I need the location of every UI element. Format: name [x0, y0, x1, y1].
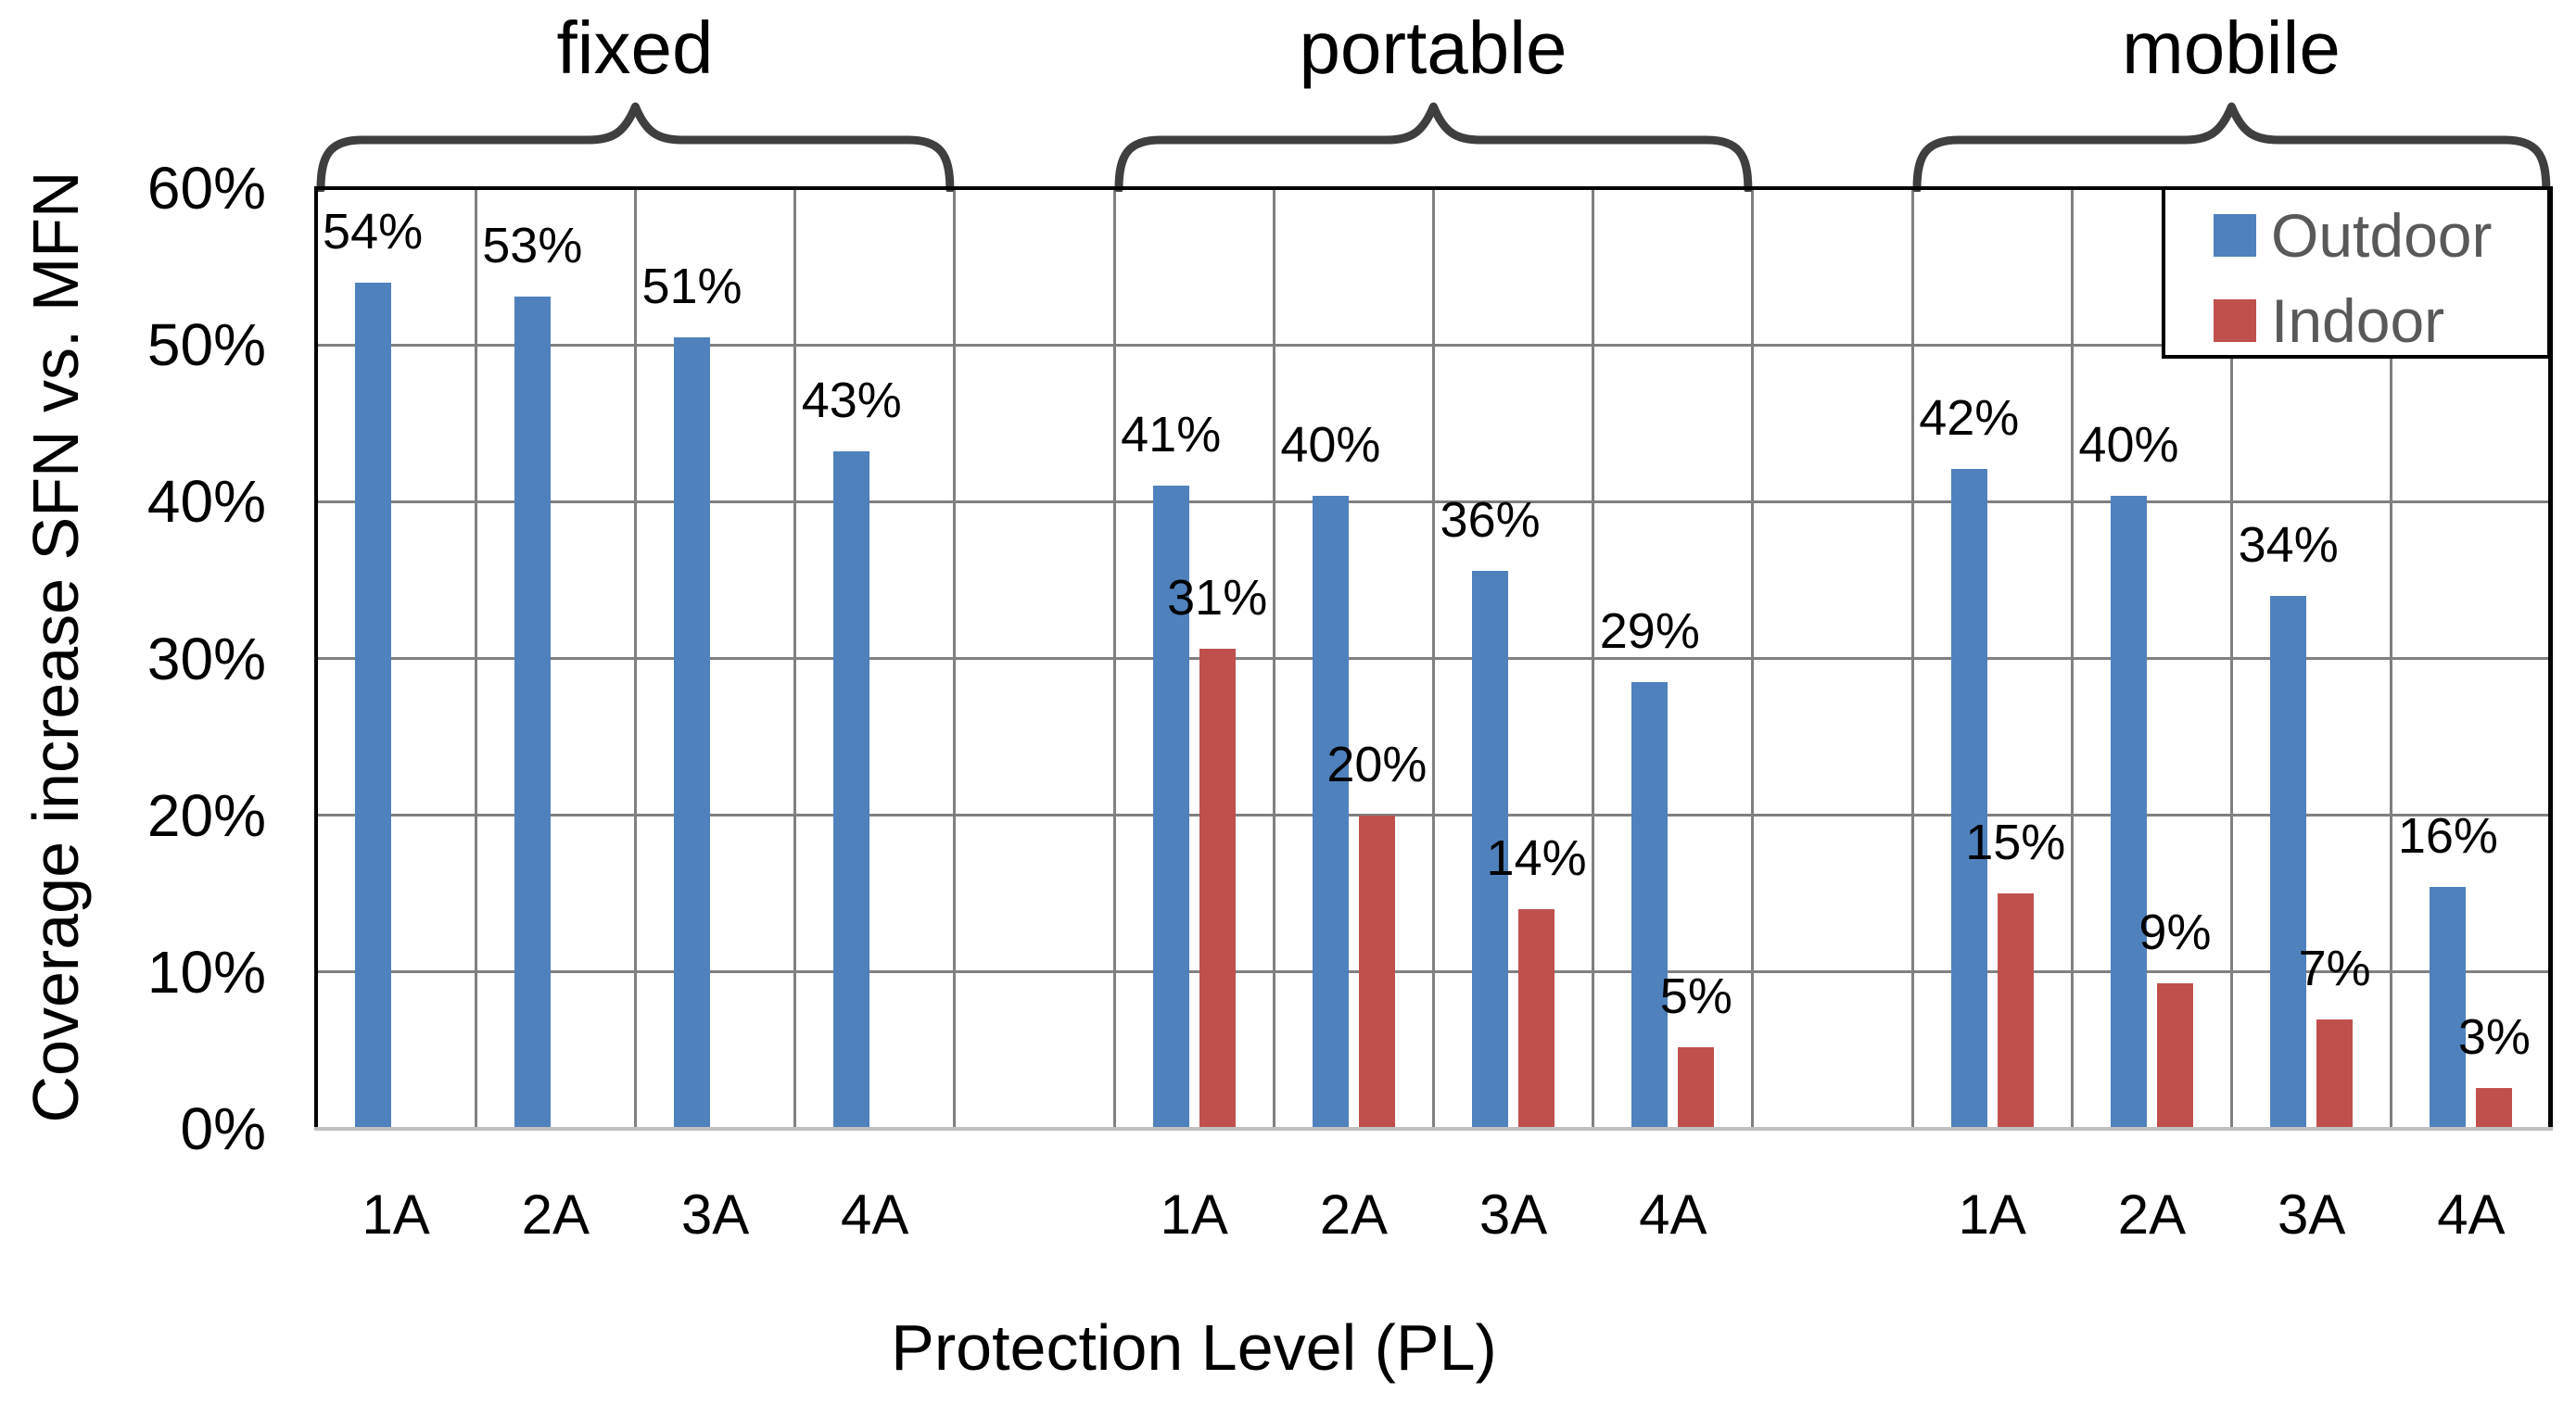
data-label-outdoor-portable-2A: 40%: [1280, 416, 1381, 473]
legend-item-outdoor: Outdoor: [2165, 203, 2547, 268]
x-axis-line: [314, 1127, 2553, 1131]
bar-outdoor-portable-1A: [1152, 486, 1189, 1129]
vertical-gridline: [1112, 188, 1116, 1129]
bar-outdoor-fixed-4A: [833, 451, 870, 1129]
bar-indoor-portable-3A: [1518, 909, 1555, 1129]
vertical-gridline: [2230, 188, 2234, 1129]
y-tick-label: 60%: [146, 155, 266, 222]
data-label-indoor-portable-1A: 31%: [1167, 570, 1268, 627]
group-label-fixed: fixed: [556, 6, 714, 89]
x-tick-label-portable-1A: 1A: [1160, 1183, 1228, 1246]
data-label-indoor-mobile-2A: 9%: [2138, 904, 2212, 960]
data-label-outdoor-fixed-3A: 51%: [641, 258, 742, 314]
bar-outdoor-portable-3A: [1472, 570, 1509, 1129]
bar-indoor-portable-4A: [1678, 1047, 1715, 1129]
bar-outdoor-fixed-2A: [514, 296, 551, 1129]
legend-label-outdoor: Outdoor: [2271, 201, 2493, 270]
x-tick-label-mobile-2A: 2A: [2117, 1183, 2187, 1246]
brace-mobile: [1912, 102, 2551, 192]
y-tick-label: 20%: [146, 781, 266, 849]
bar-outdoor-mobile-3A: [2270, 595, 2307, 1129]
legend-label-indoor: Indoor: [2271, 286, 2445, 355]
bar-outdoor-portable-2A: [1312, 495, 1349, 1129]
x-tick-label-mobile-1A: 1A: [1958, 1183, 2026, 1246]
vertical-gridline: [2390, 188, 2393, 1129]
legend-swatch-indoor: [2214, 299, 2256, 342]
vertical-gridline: [2070, 188, 2074, 1129]
vertical-gridline: [1432, 188, 1435, 1129]
group-label-portable: portable: [1299, 6, 1567, 89]
y-tick-label: 50%: [146, 311, 266, 379]
bar-outdoor-fixed-3A: [674, 336, 711, 1129]
y-tick-label: 0%: [180, 1095, 267, 1162]
data-label-outdoor-portable-4A: 29%: [1599, 602, 1700, 659]
data-label-outdoor-fixed-4A: 43%: [801, 373, 902, 429]
y-tick-label: 30%: [146, 625, 266, 692]
x-tick-label-fixed-1A: 1A: [362, 1183, 430, 1246]
x-tick-label-mobile-3A: 3A: [2277, 1183, 2346, 1246]
bar-outdoor-mobile-2A: [2110, 495, 2147, 1129]
vertical-gridline: [1592, 188, 1595, 1129]
y-axis-line: [314, 186, 318, 1131]
brace-portable: [1114, 102, 1753, 192]
x-tick-label-fixed-3A: 3A: [680, 1183, 750, 1246]
data-label-outdoor-fixed-1A: 54%: [323, 203, 424, 259]
x-tick-label-fixed-2A: 2A: [521, 1183, 590, 1246]
data-label-indoor-portable-2A: 20%: [1326, 736, 1428, 792]
data-label-outdoor-portable-1A: 41%: [1121, 407, 1222, 463]
bar-indoor-portable-1A: [1199, 649, 1236, 1129]
legend-swatch-outdoor: [2214, 214, 2256, 257]
plot-border-right: [2548, 186, 2553, 1131]
x-tick-label-portable-3A: 3A: [1478, 1183, 1548, 1246]
data-label-indoor-portable-4A: 5%: [1659, 968, 1732, 1025]
bar-outdoor-mobile-1A: [1950, 468, 1987, 1129]
y-tick-label: 40%: [146, 468, 266, 536]
vertical-gridline: [1272, 188, 1275, 1129]
x-tick-label-mobile-4A: 4A: [2437, 1183, 2506, 1246]
legend-item-indoor: Indoor: [2165, 288, 2547, 353]
bar-indoor-portable-2A: [1358, 815, 1395, 1129]
bar-indoor-mobile-1A: [1997, 893, 2034, 1129]
vertical-gridline: [1910, 188, 1914, 1129]
vertical-gridline: [474, 188, 477, 1129]
data-label-indoor-portable-3A: 14%: [1486, 830, 1587, 887]
data-label-indoor-mobile-4A: 3%: [2457, 1009, 2531, 1066]
bar-indoor-mobile-4A: [2476, 1088, 2513, 1129]
vertical-gridline: [953, 188, 957, 1129]
y-tick-label: 10%: [146, 938, 266, 1006]
plot-border-top: [314, 186, 2553, 190]
data-label-outdoor-mobile-2A: 40%: [2078, 416, 2179, 473]
data-label-outdoor-portable-3A: 36%: [1440, 491, 1541, 548]
brace-fixed: [316, 102, 955, 192]
bar-indoor-mobile-3A: [2316, 1019, 2354, 1129]
data-label-indoor-mobile-3A: 7%: [2298, 940, 2371, 996]
bar-outdoor-portable-4A: [1631, 681, 1669, 1129]
x-tick-label-fixed-4A: 4A: [841, 1183, 909, 1246]
vertical-gridline: [793, 188, 797, 1129]
data-label-indoor-mobile-1A: 15%: [1965, 815, 2066, 871]
vertical-gridline: [633, 188, 637, 1129]
group-label-mobile: mobile: [2122, 6, 2341, 89]
data-label-outdoor-fixed-2A: 53%: [482, 217, 583, 273]
x-axis-title: Protection Level (PL): [891, 1311, 1497, 1384]
x-tick-label-portable-2A: 2A: [1319, 1183, 1389, 1246]
data-label-outdoor-mobile-4A: 16%: [2397, 808, 2498, 865]
bar-indoor-mobile-2A: [2156, 982, 2193, 1129]
bar-outdoor-fixed-1A: [354, 282, 391, 1129]
x-tick-label-portable-4A: 4A: [1639, 1183, 1707, 1246]
legend: Outdoor Indoor: [2162, 186, 2551, 359]
data-label-outdoor-mobile-1A: 42%: [1919, 389, 2020, 446]
data-label-outdoor-mobile-3A: 34%: [2238, 516, 2339, 573]
bar-outdoor-mobile-4A: [2430, 887, 2467, 1129]
vertical-gridline: [1751, 188, 1755, 1129]
